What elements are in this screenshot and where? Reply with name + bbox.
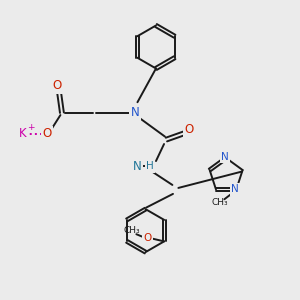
Text: CH₃: CH₃	[124, 226, 140, 235]
Text: N: N	[221, 152, 229, 162]
Text: N: N	[133, 160, 142, 173]
Text: O: O	[184, 123, 194, 136]
Text: N: N	[231, 184, 239, 194]
Text: O: O	[42, 127, 52, 140]
Text: K: K	[18, 127, 26, 140]
Text: CH₃: CH₃	[212, 198, 228, 207]
Text: N: N	[131, 106, 140, 119]
Text: O: O	[144, 233, 152, 243]
Text: O: O	[53, 79, 62, 92]
Text: H: H	[146, 161, 154, 171]
Text: +: +	[27, 122, 35, 131]
